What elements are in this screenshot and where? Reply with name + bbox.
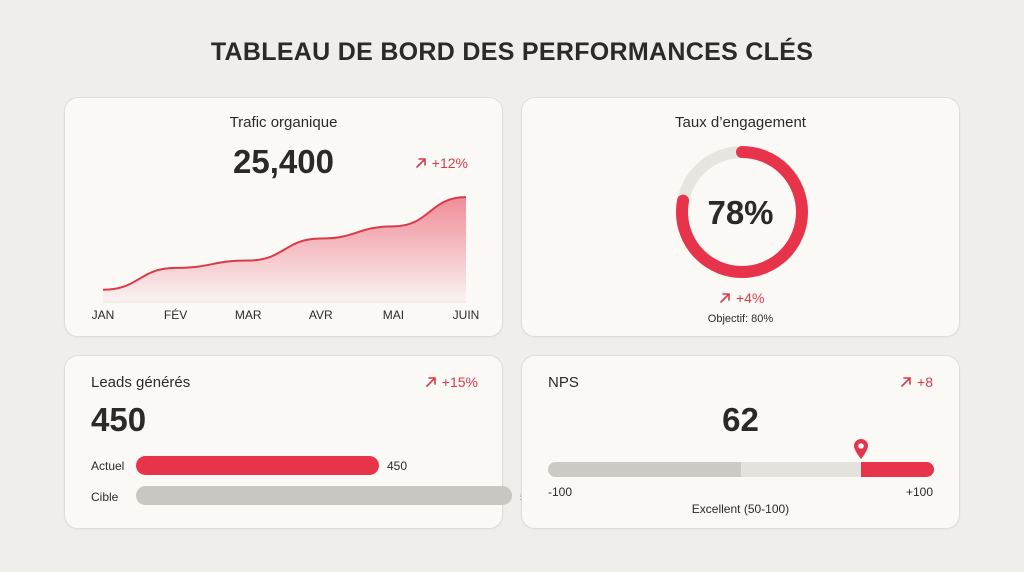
nps-delta-text: +8 (917, 374, 933, 390)
leads-actual-value: 450 (387, 459, 408, 473)
engagement-target: Objectif: 80% (707, 313, 774, 325)
leads-delta: +15% (424, 374, 478, 390)
nps-min-label: -100 (548, 485, 573, 499)
leads-target-label: Cible (91, 490, 119, 504)
traffic-x-tick-label: JUIN (453, 308, 480, 322)
engagement-ring-progress (676, 146, 808, 278)
traffic-x-tick-label: MAR (235, 308, 262, 322)
engagement-value: 78% (707, 194, 774, 231)
leads-actual-label: Actuel (91, 459, 125, 473)
traffic-delta: +12% (414, 155, 468, 171)
page-title: TABLEAU DE BORD DES PERFORMANCES CLÉS (210, 38, 814, 66)
engagement-card[interactable]: Taux d’engagement 78% +4% Objectif: 80% (521, 97, 960, 337)
traffic-series-line (102, 196, 467, 291)
leads-actual-bar (136, 456, 379, 475)
trend-up-arrow-icon (720, 293, 730, 303)
nps-gauge-track (548, 462, 934, 477)
leads-target-bar (136, 486, 512, 505)
nps-title: NPS (548, 374, 579, 391)
nps-delta: +8 (899, 374, 933, 390)
trend-up-arrow-icon (415, 158, 426, 168)
engagement-delta: +4% (718, 290, 764, 306)
nps-gauge-fill (860, 462, 934, 477)
engagement-delta-text: +4% (736, 290, 765, 306)
traffic-x-tick-label: MAI (383, 308, 404, 322)
engagement-title: Taux d’engagement (675, 114, 806, 131)
traffic-area-chart: JAN FÉV MAR AVR MAI JUIN (92, 196, 480, 322)
trend-up-arrow-icon (425, 377, 436, 387)
nps-card[interactable]: NPS +8 62 -100 +100 Excellent (50-100) (521, 355, 960, 529)
traffic-delta-text: +12% (431, 155, 468, 171)
nps-max-label: +100 (905, 485, 933, 499)
traffic-x-tick-label: AVR (309, 308, 333, 322)
traffic-value: 25,400 (233, 143, 334, 180)
location-pin-icon (853, 439, 868, 459)
nps-zone-label: Excellent (50-100) (691, 502, 790, 516)
leads-value: 450 (91, 401, 147, 438)
traffic-x-tick-label: JAN (92, 308, 115, 322)
leads-card[interactable]: Leads générés +15% 450 Actuel 450 Cible … (64, 355, 540, 529)
nps-value: 62 (722, 401, 759, 438)
trend-up-arrow-icon (901, 377, 911, 387)
engagement-ring-chart (676, 146, 808, 278)
traffic-x-tick-label: FÉV (164, 307, 187, 322)
leads-title: Leads générés (91, 374, 191, 391)
traffic-title: Trafic organique (229, 114, 338, 131)
nps-gauge-neutral-zone (741, 462, 861, 477)
leads-delta-text: +15% (441, 374, 478, 390)
traffic-card[interactable]: Trafic organique 25,400 +12% JAN FÉV MAR AV… (64, 97, 503, 337)
